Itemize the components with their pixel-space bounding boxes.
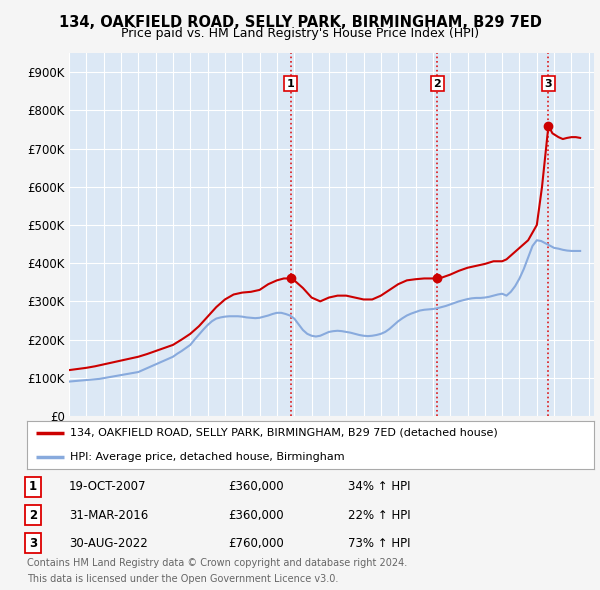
Text: 2: 2	[433, 78, 441, 88]
Text: 31-MAR-2016: 31-MAR-2016	[69, 509, 148, 522]
Text: 1: 1	[29, 480, 37, 493]
Text: HPI: Average price, detached house, Birmingham: HPI: Average price, detached house, Birm…	[70, 452, 344, 462]
Text: £760,000: £760,000	[228, 537, 284, 550]
Text: 3: 3	[29, 537, 37, 550]
Text: £360,000: £360,000	[228, 480, 284, 493]
Text: 134, OAKFIELD ROAD, SELLY PARK, BIRMINGHAM, B29 7ED (detached house): 134, OAKFIELD ROAD, SELLY PARK, BIRMINGH…	[70, 428, 497, 438]
Text: 34% ↑ HPI: 34% ↑ HPI	[348, 480, 410, 493]
Text: 3: 3	[545, 78, 552, 88]
Text: Contains HM Land Registry data © Crown copyright and database right 2024.: Contains HM Land Registry data © Crown c…	[27, 558, 407, 568]
Text: Price paid vs. HM Land Registry's House Price Index (HPI): Price paid vs. HM Land Registry's House …	[121, 27, 479, 40]
Text: £360,000: £360,000	[228, 509, 284, 522]
Text: This data is licensed under the Open Government Licence v3.0.: This data is licensed under the Open Gov…	[27, 574, 338, 584]
Text: 134, OAKFIELD ROAD, SELLY PARK, BIRMINGHAM, B29 7ED: 134, OAKFIELD ROAD, SELLY PARK, BIRMINGH…	[59, 15, 541, 30]
Text: 30-AUG-2022: 30-AUG-2022	[69, 537, 148, 550]
Text: 73% ↑ HPI: 73% ↑ HPI	[348, 537, 410, 550]
Text: 1: 1	[287, 78, 295, 88]
Text: 19-OCT-2007: 19-OCT-2007	[69, 480, 146, 493]
Text: 2: 2	[29, 509, 37, 522]
Text: 22% ↑ HPI: 22% ↑ HPI	[348, 509, 410, 522]
